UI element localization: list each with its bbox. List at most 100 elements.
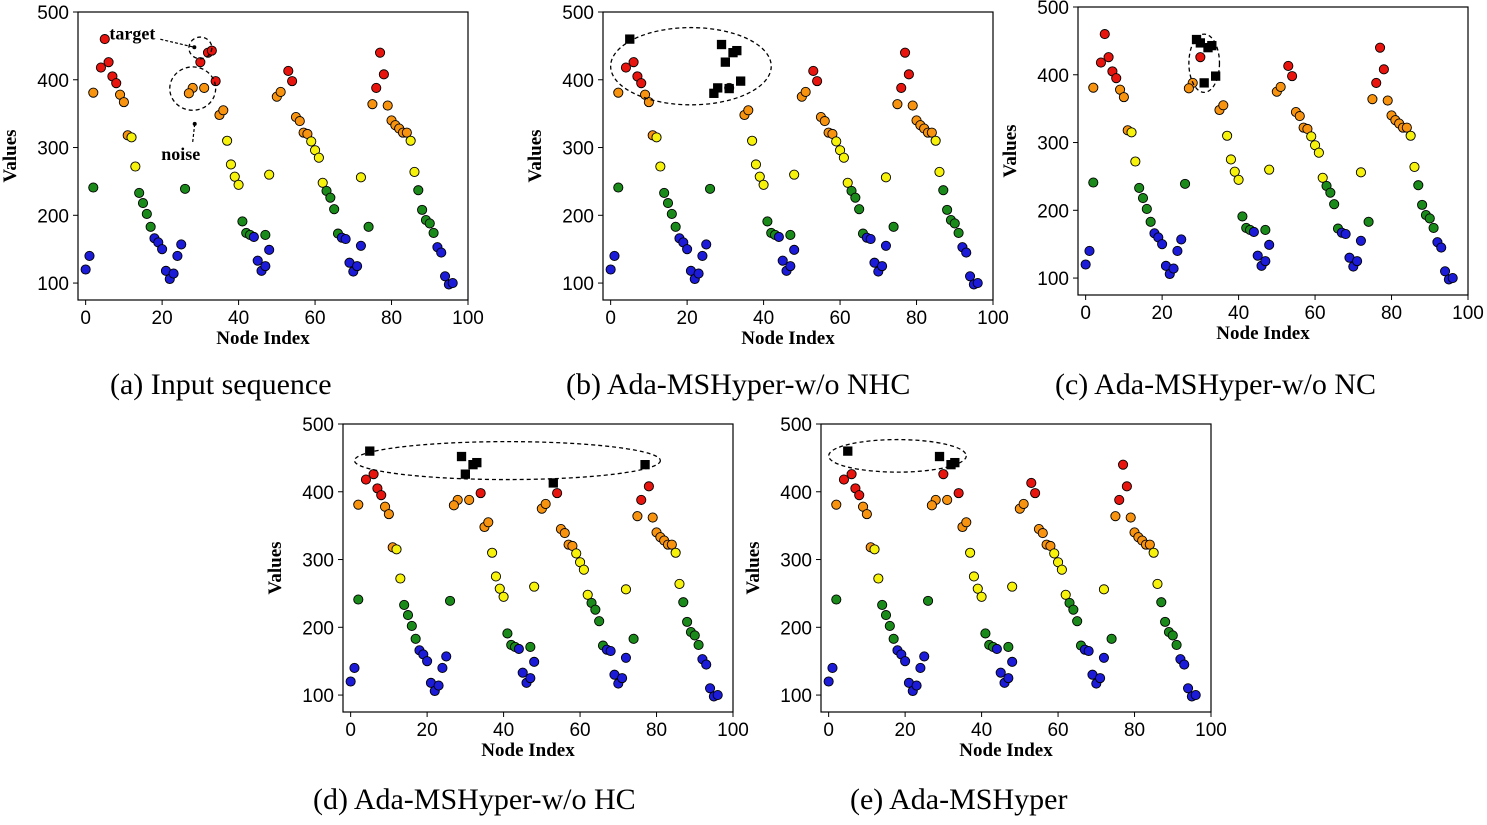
data-point-green [353, 594, 364, 605]
y-tick-label: 200 [37, 206, 69, 227]
data-point-blue [773, 231, 784, 243]
data-point-red [1195, 52, 1206, 63]
data-point-orange [353, 499, 364, 510]
data-point-green [1237, 211, 1248, 222]
data-point-orange [892, 99, 903, 110]
data-point-red [900, 47, 911, 58]
y-tick-label: 300 [562, 139, 594, 160]
data-point-blue [620, 652, 631, 663]
data-point-yellow [582, 589, 593, 600]
data-point-yellow [651, 132, 662, 143]
data-point-yellow [750, 159, 761, 170]
y-tick-label: 500 [302, 415, 334, 436]
data-point-blue [1183, 683, 1194, 694]
data-point-red [287, 76, 298, 87]
data-point-yellow [972, 583, 983, 594]
data-point-blue [965, 271, 976, 282]
data-point-green [659, 187, 670, 198]
data-point-red [620, 62, 631, 73]
data-point-yellow [1355, 167, 1366, 178]
caption-c: (c) Ada-MSHyper-w/o NC [1055, 368, 1377, 401]
target-point-square [625, 34, 635, 44]
data-point-orange [647, 512, 658, 523]
data-point-red [95, 62, 106, 73]
data-point-blue [961, 247, 972, 258]
scatter-plot-e: 0 20 40 60 80 100 100 200 300 400 500 Node Index Val… [743, 415, 1227, 761]
data-point-blue [1098, 652, 1109, 663]
data-point-green [145, 221, 156, 232]
x-tick-label: 40 [228, 308, 249, 329]
data-point-yellow [976, 591, 987, 602]
y-tick-label: 400 [302, 483, 334, 504]
data-point-yellow [355, 172, 366, 183]
data-point-blue [865, 233, 876, 245]
target-point-square [735, 76, 746, 86]
data-point-green [1003, 641, 1014, 652]
data-point-blue [827, 662, 838, 674]
data-point-yellow [965, 547, 976, 558]
data-point-red [628, 57, 639, 68]
data-point-blue [777, 255, 788, 266]
chart-panel-a: 0 20 40 60 80 100 100 200 300 400 500 Node Index Val… [0, 0, 490, 360]
data-point-blue [355, 240, 366, 251]
data-point-green [888, 221, 899, 232]
y-tick-label: 200 [302, 618, 334, 639]
data-point-orange [1367, 94, 1378, 105]
data-point-orange [1294, 111, 1305, 122]
data-point-orange [448, 500, 459, 511]
data-point-yellow [1130, 156, 1141, 167]
data-point-yellow [934, 166, 945, 177]
data-point-green [854, 204, 865, 215]
data-point-blue [437, 662, 448, 674]
data-point-orange [666, 539, 677, 550]
data-point-orange [1382, 95, 1393, 106]
data-point-blue [1248, 226, 1259, 238]
target-point-square [934, 451, 945, 462]
data-point-blue [705, 683, 716, 694]
data-point-red [1118, 459, 1129, 470]
data-point-orange [819, 116, 830, 127]
data-point-yellow [838, 152, 849, 163]
data-point-blue [605, 645, 616, 657]
data-point-green [850, 192, 861, 203]
data-point-yellow [1405, 130, 1416, 141]
data-point-red [1371, 77, 1382, 88]
data-point-yellow [831, 136, 842, 147]
caption-a: (a) Input sequence [110, 368, 332, 401]
data-point-orange [118, 97, 129, 108]
data-point-orange [1088, 82, 1099, 93]
data-point-yellow [306, 136, 317, 147]
x-tick-label: 100 [452, 308, 484, 329]
data-point-green [1428, 222, 1439, 233]
data-point-orange [383, 509, 394, 520]
data-point-blue [605, 264, 616, 275]
target-point-square [1210, 71, 1221, 81]
y-tick-label: 200 [780, 618, 812, 639]
data-point-orange [540, 498, 551, 510]
caption-b: (b) Ada-MSHyper-w/o NHC [566, 368, 911, 401]
data-point-orange [1183, 83, 1194, 94]
data-point-blue [440, 271, 451, 282]
data-point-green [1088, 177, 1099, 188]
y-tick-label: 200 [1037, 201, 1069, 222]
data-point-orange [559, 528, 570, 539]
data-point-orange [613, 87, 624, 98]
data-point-yellow [789, 169, 800, 180]
data-point-yellow [409, 166, 420, 177]
data-point-yellow [674, 578, 685, 589]
data-point-yellow [1222, 130, 1233, 141]
x-tick-label: 80 [906, 308, 927, 329]
data-point-blue [712, 690, 723, 701]
annotation-arrowhead [192, 45, 197, 50]
data-point-green [1325, 187, 1336, 198]
y-tick-label: 300 [1037, 134, 1069, 155]
y-tick-label: 300 [302, 551, 334, 572]
annotation-label: target [109, 23, 155, 43]
data-point-yellow [1229, 166, 1240, 177]
data-point-green [689, 630, 700, 641]
data-point-blue [1179, 659, 1190, 670]
data-point-orange [800, 86, 811, 98]
chart-panel-c: 0 20 40 60 80 100 100 200 300 400 500 Node Index Val… [1000, 0, 1487, 355]
data-point-green [402, 610, 414, 621]
data-point-red [475, 488, 486, 499]
